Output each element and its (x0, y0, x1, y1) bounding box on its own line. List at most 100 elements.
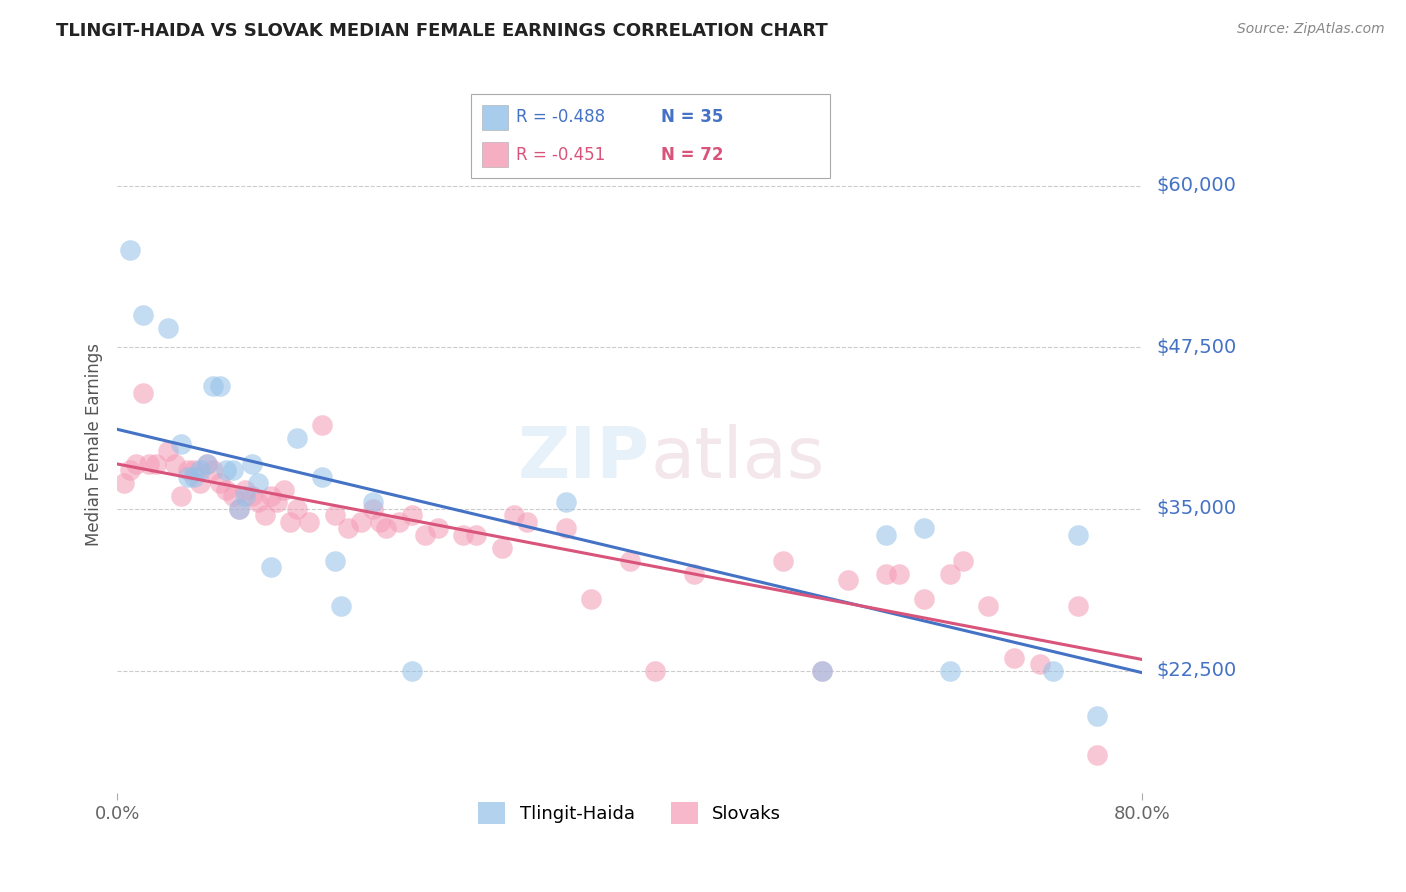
Point (426, 521, 449, 535)
Point (323, 508, 346, 523)
Point (837, 573, 859, 587)
Point (132, 308, 155, 322)
Point (233, 483, 256, 497)
Point (215, 463, 238, 477)
Point (644, 664, 666, 678)
Point (247, 476, 270, 491)
Point (157, 443, 180, 458)
Text: TLINGIT-HAIDA VS SLOVAK MEDIAN FEMALE EARNINGS CORRELATION CHART: TLINGIT-HAIDA VS SLOVAK MEDIAN FEMALE EA… (56, 22, 828, 40)
Point (253, 508, 276, 523)
Point (208, 476, 231, 491)
Point (1042, 664, 1064, 678)
Point (516, 515, 538, 529)
Point (228, 502, 250, 516)
Point (311, 417, 333, 432)
Point (260, 489, 283, 503)
Point (125, 457, 148, 471)
Text: $47,500: $47,500 (1156, 338, 1236, 357)
Point (273, 483, 295, 497)
Point (682, 566, 704, 581)
Point (349, 515, 371, 529)
Point (401, 664, 423, 678)
Point (170, 437, 193, 451)
Point (215, 483, 238, 497)
Point (323, 554, 346, 568)
Text: N = 35: N = 35 (661, 109, 723, 127)
Point (228, 502, 250, 516)
Point (221, 489, 243, 503)
Point (875, 566, 897, 581)
Point (118, 463, 141, 477)
Point (912, 592, 935, 607)
Point (363, 495, 385, 509)
Point (451, 528, 474, 542)
Point (190, 476, 212, 491)
Point (336, 521, 359, 535)
Point (202, 463, 225, 477)
Point (183, 469, 205, 483)
Point (208, 379, 231, 393)
Point (939, 664, 962, 678)
Text: $35,000: $35,000 (1156, 500, 1236, 518)
Point (1002, 650, 1025, 665)
Point (977, 599, 1000, 613)
Point (190, 463, 212, 477)
Point (170, 489, 193, 503)
Point (132, 385, 155, 400)
Point (240, 457, 263, 471)
Text: Source: ZipAtlas.com: Source: ZipAtlas.com (1237, 22, 1385, 37)
Point (388, 515, 411, 529)
Point (368, 515, 391, 529)
Point (247, 495, 270, 509)
Point (554, 495, 576, 509)
Point (240, 489, 263, 503)
Point (1067, 599, 1090, 613)
Point (285, 502, 308, 516)
Point (887, 566, 910, 581)
Point (311, 469, 333, 483)
Point (772, 554, 794, 568)
Point (183, 463, 205, 477)
Point (1085, 747, 1108, 762)
Point (266, 495, 288, 509)
Point (875, 528, 897, 542)
Point (939, 566, 962, 581)
Point (491, 541, 513, 555)
Point (811, 664, 834, 678)
Point (1085, 708, 1108, 723)
Point (330, 599, 353, 613)
Point (176, 469, 198, 483)
Point (157, 321, 180, 335)
Text: R = -0.451: R = -0.451 (516, 145, 605, 163)
Text: atlas: atlas (650, 424, 824, 492)
Point (503, 508, 526, 523)
Point (195, 457, 218, 471)
Point (375, 521, 398, 535)
Point (1028, 657, 1050, 671)
Point (1067, 528, 1090, 542)
Point (202, 379, 225, 393)
Point (811, 664, 834, 678)
Point (138, 457, 160, 471)
Point (233, 489, 256, 503)
Point (285, 431, 308, 445)
Point (118, 244, 141, 258)
Point (221, 463, 243, 477)
Point (195, 457, 218, 471)
Text: ZIP: ZIP (517, 424, 650, 492)
Point (278, 515, 301, 529)
Legend: Tlingit-Haida, Slovaks: Tlingit-Haida, Slovaks (470, 793, 790, 833)
Point (554, 521, 576, 535)
Point (363, 502, 385, 516)
Point (176, 463, 198, 477)
Y-axis label: Median Female Earnings: Median Female Earnings (86, 343, 103, 546)
Point (952, 554, 974, 568)
Text: $60,000: $60,000 (1156, 177, 1236, 195)
Point (619, 554, 641, 568)
Point (298, 515, 321, 529)
Point (401, 508, 423, 523)
Text: $22,500: $22,500 (1156, 661, 1236, 680)
Text: N = 72: N = 72 (661, 145, 723, 163)
Point (145, 457, 167, 471)
Text: R = -0.488: R = -0.488 (516, 109, 605, 127)
